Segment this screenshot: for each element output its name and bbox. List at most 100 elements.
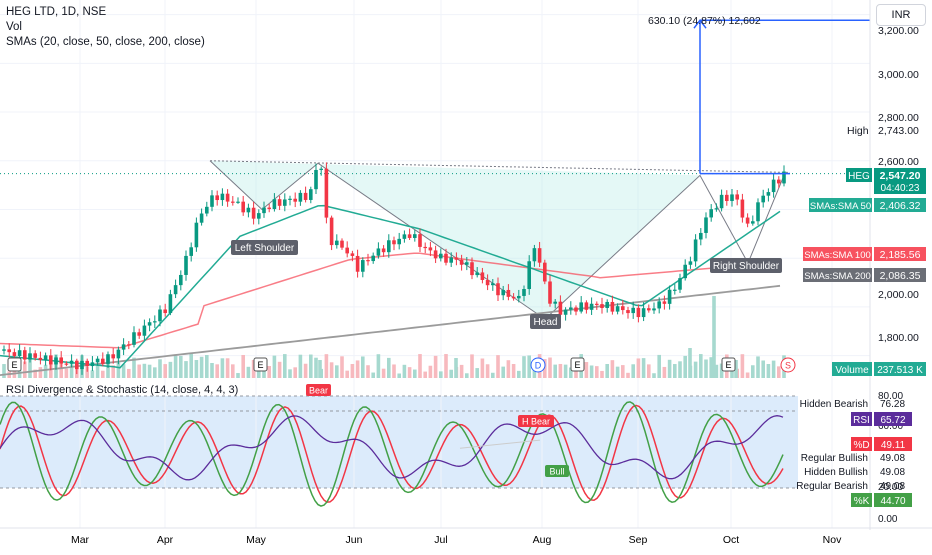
volume-bar: [719, 363, 724, 378]
high-badge: High 2,743.00: [847, 125, 919, 137]
svg-text:04:40:23: 04:40:23: [881, 183, 920, 194]
volume-bar: [23, 361, 27, 378]
candle-body: [610, 301, 615, 312]
candle-body: [496, 283, 500, 296]
candle-body: [631, 307, 635, 314]
price-tick: 3,000.00: [878, 69, 919, 81]
candle-body: [667, 289, 672, 304]
candle-body: [605, 301, 609, 308]
volume-bar: [734, 360, 738, 378]
volume-bar: [459, 364, 464, 378]
volume-bar: [761, 360, 765, 378]
volume-bar: [241, 354, 245, 378]
candle-body: [491, 283, 495, 286]
candle-body: [766, 192, 771, 196]
price-tick: 2,600.00: [878, 156, 919, 168]
volume-badge: Volume 237.513 K: [832, 362, 926, 376]
volume-bar: [64, 368, 69, 378]
candle-body: [657, 301, 661, 309]
measure-label: 630.10 (24.87%) 12,602: [648, 15, 761, 27]
candle-body: [745, 217, 750, 224]
volume-bar: [449, 369, 453, 378]
candle-body: [340, 240, 344, 248]
earnings-marker[interactable]: E: [253, 357, 268, 372]
volume-bar: [38, 367, 43, 378]
candle-body: [303, 192, 308, 200]
candle-body: [402, 234, 407, 239]
bear-signal-tag: Bear: [306, 384, 331, 396]
symbol-title[interactable]: HEG LTD, 1D, NSE: [6, 6, 107, 18]
volume-bar: [366, 365, 370, 378]
svg-text:49.08: 49.08: [880, 467, 905, 478]
month-label: Oct: [723, 534, 739, 546]
volume-bar: [173, 355, 178, 378]
candle-body: [522, 289, 526, 296]
earnings-marker[interactable]: E: [721, 357, 736, 372]
currency-button[interactable]: INR: [876, 4, 926, 26]
svg-text:E: E: [257, 360, 263, 370]
volume-bar: [168, 361, 173, 378]
volume-bar: [309, 354, 313, 378]
candle-body: [43, 355, 48, 360]
left-shoulder-label: Left Shoulder: [231, 240, 298, 255]
svg-text:2,406.32: 2,406.32: [880, 200, 921, 212]
candle-body: [615, 306, 620, 312]
volume-bar: [272, 355, 277, 378]
rsi-indicator-title[interactable]: RSI Divergence & Stochastic (14, close, …: [6, 384, 239, 396]
earnings-marker[interactable]: E: [570, 357, 585, 372]
rsi-legend: Hidden Bearish 76.28 RSI 65.72 %D 49.11 …: [796, 399, 912, 507]
volume-bar: [246, 366, 251, 378]
volume-bar: [127, 368, 131, 378]
volume-bar: [433, 355, 438, 378]
volume-bar: [667, 359, 672, 378]
candle-body: [335, 240, 339, 246]
pattern-fill: [210, 160, 700, 320]
candle-body: [662, 301, 667, 304]
candle-body: [459, 259, 464, 265]
candle-body: [168, 294, 173, 314]
volume-bar: [480, 358, 485, 378]
split-marker[interactable]: S: [780, 357, 796, 373]
volume-bar: [636, 358, 641, 378]
candle-body: [714, 208, 719, 210]
candle-body: [444, 253, 448, 263]
candle-body: [641, 308, 646, 318]
candle-body: [75, 360, 79, 370]
volume-bar: [673, 364, 677, 378]
time-axis[interactable]: Mar Apr May Jun Jul Aug Sep Oct Nov: [71, 534, 842, 546]
volume-bar: [678, 361, 682, 378]
candle-body: [293, 198, 297, 202]
candle-body: [28, 353, 32, 360]
volume-bar: [277, 361, 282, 378]
candle-body: [184, 255, 188, 275]
volume-bar: [392, 364, 396, 378]
volume-bar: [116, 362, 121, 378]
volume-bar: [771, 360, 776, 378]
candle-body: [433, 250, 438, 259]
svg-text:SMAs:SMA 50: SMAs:SMA 50: [810, 201, 871, 212]
sma200-badge: SMAs:SMA 200 2,086.35: [803, 268, 926, 282]
candle-body: [49, 355, 53, 365]
volume-bar: [179, 356, 183, 378]
candle-body: [563, 309, 568, 315]
candle-body: [532, 248, 537, 262]
svg-text:RSI: RSI: [853, 415, 870, 426]
candle-body: [413, 234, 417, 238]
volume-bar: [496, 355, 500, 378]
volume-bar: [511, 364, 516, 378]
svg-text:2,185.56: 2,185.56: [880, 249, 921, 261]
volume-bar: [85, 366, 89, 378]
dividend-marker[interactable]: D: [530, 357, 546, 373]
candle-body: [600, 304, 604, 308]
candle-body: [329, 217, 334, 246]
earnings-marker[interactable]: E: [7, 357, 22, 372]
volume-bar: [121, 364, 126, 378]
candle-body: [688, 261, 693, 265]
volume-bar: [595, 366, 599, 378]
candle-body: [163, 309, 167, 314]
rsi-tick: 60.00: [878, 421, 903, 432]
volume-indicator-title[interactable]: Vol: [6, 21, 22, 33]
sma-indicator-title[interactable]: SMAs (20, close, 50, close, 200, close): [6, 36, 205, 48]
